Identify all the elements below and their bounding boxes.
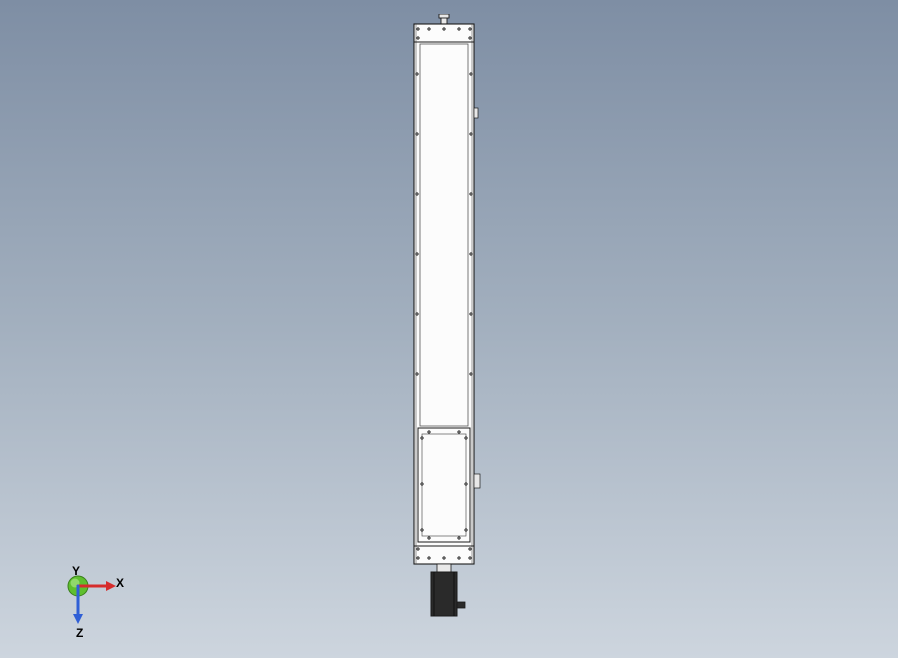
orientation-triad[interactable]: X Y Z bbox=[54, 558, 134, 638]
axis-z-label: Z bbox=[76, 626, 83, 640]
cad-model[interactable] bbox=[389, 14, 509, 642]
cad-viewport[interactable]: X Y Z bbox=[0, 0, 898, 658]
axis-x-label: X bbox=[116, 576, 124, 590]
axis-y-label: Y bbox=[72, 564, 80, 578]
